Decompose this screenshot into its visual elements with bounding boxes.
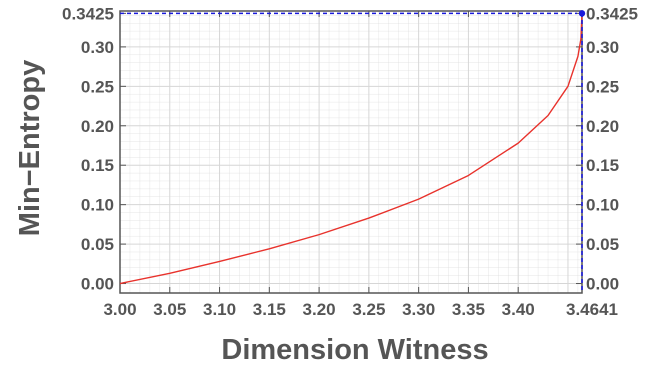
y-tick-label: 0.00 bbox=[81, 275, 114, 294]
y-tick-label: 0.20 bbox=[81, 117, 114, 136]
x-tick-label: 3.20 bbox=[303, 300, 336, 319]
y-tick-labels-right: 0.00 0.05 0.10 0.15 0.20 0.25 0.30 0.3425 bbox=[586, 4, 638, 293]
plot-frame bbox=[119, 10, 583, 294]
y-tick-label-right: 0.3425 bbox=[586, 4, 638, 23]
x-axis-title: Dimension Witness bbox=[221, 334, 488, 366]
x-tick-label: 3.25 bbox=[352, 300, 385, 319]
y-tick-label-right: 0.15 bbox=[586, 156, 619, 175]
y-tick-labels-left: 0.00 0.05 0.10 0.15 0.20 0.25 0.30 0.3425 bbox=[62, 4, 114, 293]
x-tick-label: 3.4641 bbox=[566, 300, 618, 319]
reference-lines bbox=[120, 10, 586, 293]
y-tick-label: 0.05 bbox=[81, 235, 114, 254]
y-tick-label: 0.30 bbox=[81, 38, 114, 57]
y-tick-label-right: 0.30 bbox=[586, 38, 619, 57]
x-tick-labels: 3.00 3.05 3.10 3.15 3.20 3.25 3.30 3.35 3.40 3.46… bbox=[103, 300, 618, 319]
grid-lines bbox=[120, 11, 582, 293]
y-tick-label: 0.25 bbox=[81, 77, 114, 96]
y-tick-label: 0.10 bbox=[81, 196, 114, 215]
y-tick-label: 0.3425 bbox=[62, 4, 114, 23]
x-tick-label: 3.05 bbox=[153, 300, 186, 319]
y-tick-label-right: 0.10 bbox=[586, 196, 619, 215]
x-tick-label: 3.35 bbox=[452, 300, 485, 319]
y-tick-label-right: 0.05 bbox=[586, 235, 619, 254]
y-tick-label-right: 0.00 bbox=[586, 275, 619, 294]
y-axis-title: Min−Entropy bbox=[14, 60, 46, 236]
x-tick-label: 3.40 bbox=[502, 300, 535, 319]
x-tick-label: 3.30 bbox=[402, 300, 435, 319]
x-tick-label: 3.15 bbox=[253, 300, 286, 319]
x-tick-label: 3.00 bbox=[103, 300, 136, 319]
y-tick-label-right: 0.20 bbox=[586, 117, 619, 136]
y-tick-label: 0.15 bbox=[81, 156, 114, 175]
min-entropy-curve bbox=[119, 13, 583, 285]
y-tick-label-right: 0.25 bbox=[586, 77, 619, 96]
tick-marks bbox=[119, 11, 583, 293]
x-tick-label: 3.10 bbox=[203, 300, 236, 319]
data-series bbox=[119, 13, 583, 285]
